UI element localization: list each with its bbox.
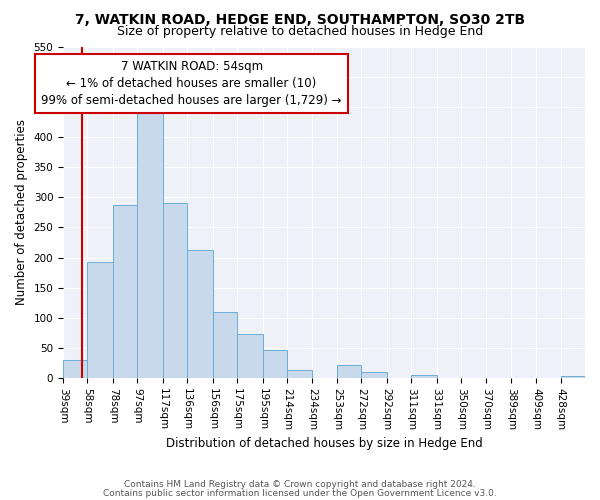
Text: Contains HM Land Registry data © Crown copyright and database right 2024.: Contains HM Land Registry data © Crown c… bbox=[124, 480, 476, 489]
Bar bbox=[137, 102, 163, 378]
Bar bbox=[560, 376, 585, 378]
Bar bbox=[337, 365, 361, 378]
Bar bbox=[163, 202, 187, 378]
Text: 7 WATKIN ROAD: 54sqm
← 1% of detached houses are smaller (10)
99% of semi-detach: 7 WATKIN ROAD: 54sqm ← 1% of detached ho… bbox=[41, 60, 342, 108]
Bar bbox=[263, 350, 287, 378]
Bar bbox=[361, 372, 387, 378]
Bar bbox=[63, 360, 88, 378]
X-axis label: Distribution of detached houses by size in Hedge End: Distribution of detached houses by size … bbox=[166, 437, 482, 450]
Text: 7, WATKIN ROAD, HEDGE END, SOUTHAMPTON, SO30 2TB: 7, WATKIN ROAD, HEDGE END, SOUTHAMPTON, … bbox=[75, 12, 525, 26]
Bar bbox=[113, 205, 137, 378]
Bar bbox=[411, 375, 437, 378]
Bar bbox=[237, 334, 263, 378]
Bar bbox=[187, 250, 213, 378]
Text: Contains public sector information licensed under the Open Government Licence v3: Contains public sector information licen… bbox=[103, 488, 497, 498]
Bar bbox=[213, 312, 237, 378]
Bar bbox=[88, 262, 113, 378]
Bar bbox=[287, 370, 313, 378]
Text: Size of property relative to detached houses in Hedge End: Size of property relative to detached ho… bbox=[117, 25, 483, 38]
Y-axis label: Number of detached properties: Number of detached properties bbox=[15, 120, 28, 306]
